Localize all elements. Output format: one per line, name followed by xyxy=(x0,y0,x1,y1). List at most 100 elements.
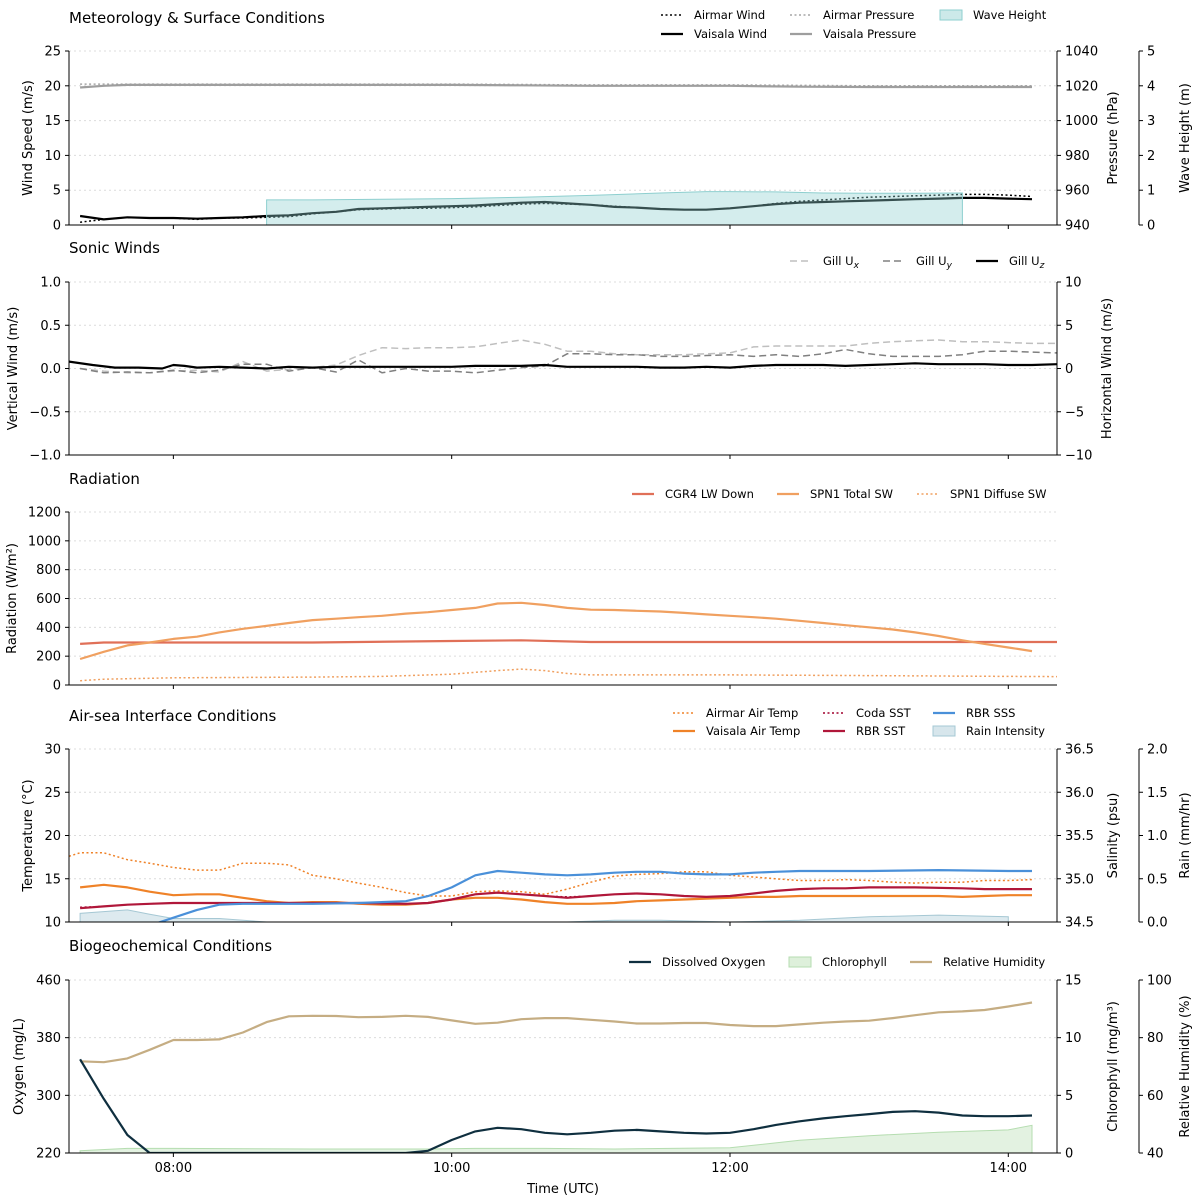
y-tick-label: 15 xyxy=(44,872,61,887)
spn1-diffuse-sw-series xyxy=(80,668,1057,682)
legend-item-chlorophyll: Chlorophyll xyxy=(788,955,887,969)
y-tick-label: 15 xyxy=(44,114,61,129)
y-tick-label: 400 xyxy=(36,621,61,636)
y-tick-label: 40 xyxy=(1147,1147,1164,1162)
series-group xyxy=(69,852,1033,922)
y-tick-label: 3 xyxy=(1147,114,1155,129)
y-tick-label: −10 xyxy=(1065,449,1092,464)
legend-label: Gill Ux xyxy=(823,254,860,271)
panel-biogeochemical-conditions: Biogeochemical Conditions 08:00 10:00 12:00… xyxy=(12,937,1193,1176)
panel-title: Radiation xyxy=(69,470,140,488)
legend-label: Chlorophyll xyxy=(822,955,887,969)
legend-item-rbr-sss: RBR SSS xyxy=(933,706,1015,720)
legend-item-airmar-air-temp: Airmar Air Temp xyxy=(673,706,798,720)
y-tick-label: 5 xyxy=(1065,319,1073,334)
legend-item-rbr-sst: RBR SST xyxy=(823,724,906,738)
right1-axis-label: Chlorophyll (mg/m³) xyxy=(1106,1001,1121,1132)
y-tick-label: 34.5 xyxy=(1065,916,1094,931)
gill-u-x-series xyxy=(80,339,1057,374)
legend-item-spn1-diffuse-sw: SPN1 Diffuse SW xyxy=(917,487,1046,501)
y-tick-label: 960 xyxy=(1065,184,1090,199)
legend-item-dissolved-oxygen: Dissolved Oxygen xyxy=(629,955,765,969)
panel-title: Air-sea Interface Conditions xyxy=(69,707,277,725)
y-tick-label: 36.5 xyxy=(1065,743,1094,758)
panel-title: Meteorology & Surface Conditions xyxy=(69,9,325,27)
x-tick-label: 08:00 xyxy=(155,1161,192,1176)
legend-label: Airmar Air Temp xyxy=(706,706,798,720)
x-tick-label: 12:00 xyxy=(711,1161,748,1176)
vaisala-pressure-series xyxy=(80,83,1032,89)
right2-axis-label: Rain (mm/hr) xyxy=(1178,792,1193,878)
panel-sonic-winds: Sonic Winds −1.0 −0.5 0.0 0.5 1.0 Vertical Win… xyxy=(6,239,1115,464)
series-group xyxy=(79,1001,1033,1153)
y-tick-label: 20 xyxy=(44,79,61,94)
y-tick-label: 5 xyxy=(1147,45,1155,60)
wave-height-series xyxy=(266,191,963,225)
legend-label: Gill Uy xyxy=(916,254,953,271)
y-tick-label: 10 xyxy=(1065,1031,1082,1046)
legend: Dissolved Oxygen Chlorophyll Relative Humi… xyxy=(629,955,1045,969)
y-tick-label: 60 xyxy=(1147,1089,1164,1104)
panel-meteorology-surface-conditions: Meteorology & Surface Conditions05101520… xyxy=(21,8,1193,234)
legend-subscript: y xyxy=(946,261,953,271)
y-tick-label: 5 xyxy=(1065,1089,1073,1104)
y-tick-label: 5 xyxy=(53,184,61,199)
dissolved-oxygen-series xyxy=(79,1058,1033,1153)
legend: Airmar Wind Vaisala Wind Airmar Pressure Va… xyxy=(661,8,1047,41)
series-group xyxy=(69,339,1057,374)
y-tick-label: 200 xyxy=(36,650,61,665)
y-tick-label: 1000 xyxy=(1065,114,1098,129)
legend-label: Gill Uz xyxy=(1009,254,1045,271)
y-tick-label: 15 xyxy=(1065,974,1082,989)
legend-swatch xyxy=(939,9,963,21)
y-tick-label: −5 xyxy=(1065,405,1084,420)
y-tick-label: 1200 xyxy=(28,506,61,521)
y-tick-label: 460 xyxy=(36,974,61,989)
y-tick-label: 980 xyxy=(1065,149,1090,164)
y-tick-label: −1.0 xyxy=(29,449,61,464)
y-tick-label: 0 xyxy=(1065,362,1073,377)
y-tick-label: 1000 xyxy=(28,534,61,549)
legend-label: Relative Humidity xyxy=(943,955,1045,969)
panel-air-sea-interface-conditions: Air-sea Interface Conditions 10 15 20 25 30 Te… xyxy=(21,706,1193,931)
right1-axis-label: Salinity (psu) xyxy=(1106,793,1121,879)
airmar-air-temp-series xyxy=(69,852,1033,897)
y-tick-label: 36.0 xyxy=(1065,786,1094,801)
legend-item-vaisala-wind: Vaisala Wind xyxy=(661,27,767,41)
panel-radiation: Radiation 0 200 400 600 800 1000 1200 Radiation … xyxy=(5,470,1057,694)
y-tick-label: 20 xyxy=(44,829,61,844)
y-tick-label: 0.5 xyxy=(1147,872,1168,887)
y-tick-label: 10 xyxy=(44,916,61,931)
legend-item-wave-height: Wave Height xyxy=(939,8,1047,22)
spn1-total-sw-series xyxy=(79,601,1033,661)
right-axis-label: Horizontal Wind (m/s) xyxy=(1100,298,1115,439)
y-tick-label: 600 xyxy=(36,592,61,607)
legend-item-gill-u-y: Gill Uy xyxy=(883,254,953,271)
legend-item-vaisala-air-temp: Vaisala Air Temp xyxy=(673,724,800,738)
left-axis-label: Vertical Wind (m/s) xyxy=(6,307,21,431)
legend-item-gill-u-x: Gill Ux xyxy=(790,254,860,271)
y-tick-label: 30 xyxy=(44,743,61,758)
legend-label: RBR SST xyxy=(856,724,906,738)
y-tick-label: 380 xyxy=(36,1031,61,1046)
left-axis-label: Wind Speed (m/s) xyxy=(21,80,36,196)
rain-intensity-series xyxy=(79,909,1009,922)
y-tick-label: −0.5 xyxy=(29,405,61,420)
vaisala-air-temp-series xyxy=(79,883,1032,906)
y-tick-label: 1.0 xyxy=(1147,829,1168,844)
y-tick-label: 0 xyxy=(53,679,61,694)
vaisala-wind-series xyxy=(79,196,1033,221)
legend-label: CGR4 LW Down xyxy=(665,487,754,501)
legend-label: Vaisala Air Temp xyxy=(706,724,800,738)
y-tick-label: 0.0 xyxy=(1147,916,1168,931)
legend-swatch xyxy=(932,725,956,737)
legend-item-relative-humidity: Relative Humidity xyxy=(910,955,1045,969)
legend-item-coda-sst: Coda SST xyxy=(823,706,912,720)
right1-axis-label: Pressure (hPa) xyxy=(1106,91,1121,184)
y-tick-label: 1.0 xyxy=(40,276,61,291)
legend-label: Coda SST xyxy=(856,706,912,720)
legend-item-spn1-total-sw: SPN1 Total SW xyxy=(777,487,893,501)
legend-label: Vaisala Wind xyxy=(694,27,767,41)
legend-item-cgr4-lw-down: CGR4 LW Down xyxy=(632,487,754,501)
